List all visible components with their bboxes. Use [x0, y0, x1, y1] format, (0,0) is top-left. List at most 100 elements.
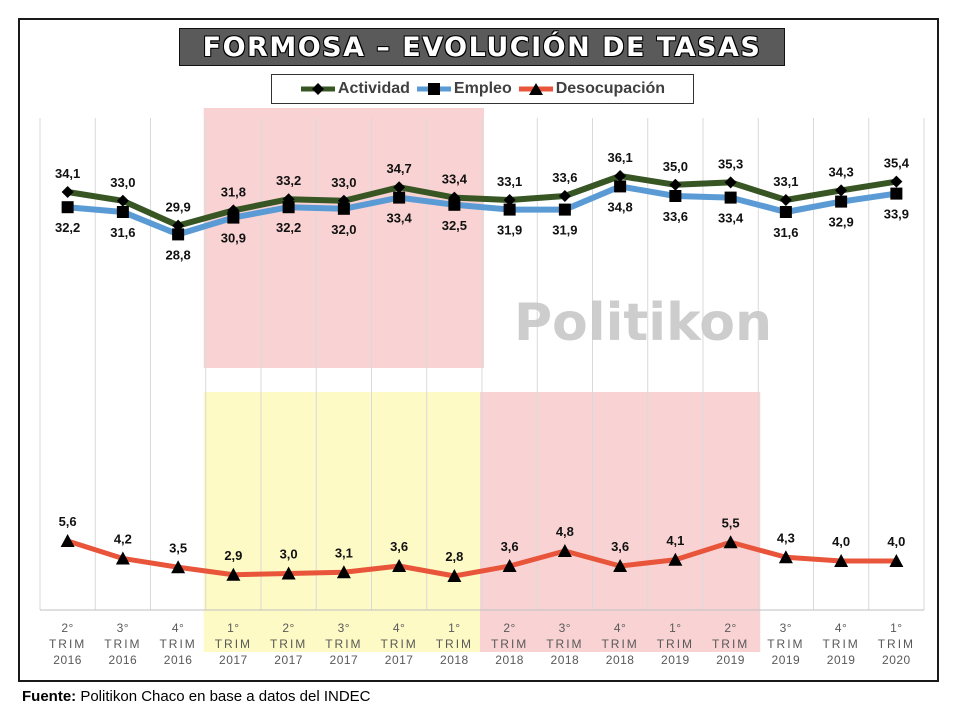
source-text: Politikon Chaco en base a datos del INDE…	[76, 688, 371, 705]
data-label-empleo-8: 31,9	[497, 223, 522, 238]
x-tick-label-1-0: 3°	[117, 621, 129, 635]
marker-desocupacion-5	[336, 565, 351, 579]
x-tick-label-12-1: TRIM	[712, 637, 749, 651]
series-line-empleo	[67, 183, 897, 238]
legend-label-actividad: Actividad	[337, 80, 410, 97]
x-tick-label-7-1: TRIM	[436, 637, 473, 651]
marker-actividad-12	[724, 176, 737, 189]
x-tick-label-2-2: 2016	[164, 653, 193, 667]
data-label-actividad-5: 33,0	[331, 175, 356, 190]
x-tick-label-1-1: TRIM	[104, 637, 141, 651]
marker-desocupacion-0	[60, 534, 75, 547]
highlight-band-1	[203, 392, 484, 652]
marker-actividad-1	[116, 194, 129, 207]
legend-label-desocupacion: Desocupación	[555, 80, 666, 97]
data-label-actividad-2: 29,9	[165, 200, 190, 215]
marker-actividad-9	[558, 190, 571, 202]
x-tick-label-15-1: TRIM	[878, 637, 915, 651]
data-label-empleo-9: 31,9	[552, 223, 577, 238]
x-tick-label-3-1: TRIM	[215, 637, 252, 651]
legend: Actividad Empleo Desocupación	[271, 74, 694, 104]
marker-empleo-10	[614, 180, 627, 193]
data-label-actividad-3: 31,8	[221, 184, 246, 199]
data-label-actividad-6: 34,7	[386, 161, 411, 176]
data-label-desocupacion-3: 2,9	[224, 548, 242, 563]
data-label-actividad-11: 35,0	[663, 159, 688, 174]
data-label-desocupacion-0: 5,6	[59, 514, 77, 529]
x-tick-label-5-1: TRIM	[325, 637, 362, 651]
x-tick-label-1-2: 2016	[109, 653, 138, 667]
x-tick-label-11-2: 2019	[661, 653, 690, 667]
watermark-text: Politikon	[514, 293, 772, 353]
data-label-desocupacion-11: 4,1	[666, 533, 684, 548]
data-label-empleo-13: 31,6	[773, 225, 798, 240]
data-label-actividad-1: 33,0	[110, 175, 135, 190]
marker-actividad-15	[890, 175, 903, 188]
data-label-desocupacion-9: 4,8	[556, 524, 574, 539]
marker-actividad-11	[669, 178, 682, 191]
highlight-bands	[203, 108, 761, 652]
x-tick-label-14-2: 2019	[827, 653, 856, 667]
marker-desocupacion-13	[778, 550, 793, 564]
marker-empleo-0	[61, 201, 74, 214]
series-line-desocupacion	[66, 538, 897, 579]
data-label-actividad-14: 34,3	[828, 164, 853, 179]
x-tick-label-10-0: 4°	[614, 621, 626, 635]
data-label-desocupacion-13: 4,3	[777, 530, 795, 545]
source-label: Fuente:	[22, 688, 77, 705]
marker-empleo-4	[282, 201, 295, 214]
x-tick-label-3-2: 2017	[219, 653, 248, 667]
data-label-desocupacion-1: 4,2	[114, 532, 132, 547]
data-label-empleo-10: 34,8	[607, 199, 632, 214]
data-label-empleo-5: 32,0	[331, 222, 356, 237]
legend-item-actividad: Actividad	[300, 80, 410, 98]
x-tick-label-13-1: TRIM	[767, 637, 804, 651]
data-label-desocupacion-5: 3,1	[335, 545, 353, 560]
marker-empleo-5	[337, 202, 350, 215]
series-group: 34,1 33,0 29,9 31,8 33,2 33,0 34,7 33,4 33,1 33,6…	[55, 150, 910, 582]
data-label-actividad-15: 35,4	[884, 156, 910, 171]
data-label-desocupacion-8: 3,6	[501, 539, 519, 554]
marker-desocupacion-14	[834, 554, 849, 567]
data-label-empleo-11: 33,6	[663, 209, 688, 224]
marker-actividad-14	[835, 184, 848, 197]
data-label-desocupacion-12: 5,5	[722, 515, 740, 530]
marker-empleo-13	[779, 206, 792, 218]
x-tick-label-15-0: 1°	[890, 621, 902, 635]
x-tick-label-5-2: 2017	[330, 653, 359, 667]
x-tick-label-7-0: 1°	[448, 621, 460, 635]
marker-actividad-8	[503, 194, 516, 206]
x-tick-label-11-0: 1°	[669, 621, 681, 635]
data-label-desocupacion-10: 3,6	[611, 539, 629, 554]
marker-empleo-11	[669, 190, 682, 202]
marker-desocupacion-6	[392, 559, 407, 572]
data-label-desocupacion-15: 4,0	[887, 534, 905, 549]
x-tick-label-12-0: 2°	[724, 621, 736, 635]
data-label-actividad-4: 33,2	[276, 173, 301, 188]
data-label-empleo-3: 30,9	[221, 231, 246, 246]
marker-desocupacion-4	[281, 566, 296, 580]
marker-desocupacion-7	[447, 569, 462, 582]
marker-desocupacion-1	[115, 551, 130, 565]
legend-item-empleo: Empleo	[416, 80, 512, 98]
marker-desocupacion-12	[723, 535, 738, 549]
data-label-desocupacion-2: 3,5	[169, 540, 187, 555]
x-tick-label-2-0: 4°	[172, 621, 184, 635]
x-tick-label-15-2: 2020	[882, 653, 911, 667]
x-tick-label-6-1: TRIM	[380, 637, 417, 651]
data-label-actividad-7: 33,4	[442, 172, 468, 187]
x-tick-label-6-2: 2017	[385, 653, 414, 667]
x-tick-label-4-0: 2°	[282, 621, 294, 635]
legend-marker-empleo	[416, 83, 451, 95]
marker-empleo-7	[448, 198, 461, 211]
source-note: Fuente: Politikon Chaco en base a datos …	[22, 688, 371, 705]
x-tick-label-10-1: TRIM	[601, 637, 638, 651]
marker-desocupacion-2	[171, 560, 186, 574]
grid-lines	[39, 118, 925, 611]
x-tick-label-14-0: 4°	[835, 621, 847, 635]
data-label-actividad-10: 36,1	[607, 150, 632, 165]
x-tick-label-9-0: 3°	[559, 621, 571, 635]
marker-actividad-13	[779, 194, 792, 206]
data-label-empleo-7: 32,5	[442, 218, 467, 233]
